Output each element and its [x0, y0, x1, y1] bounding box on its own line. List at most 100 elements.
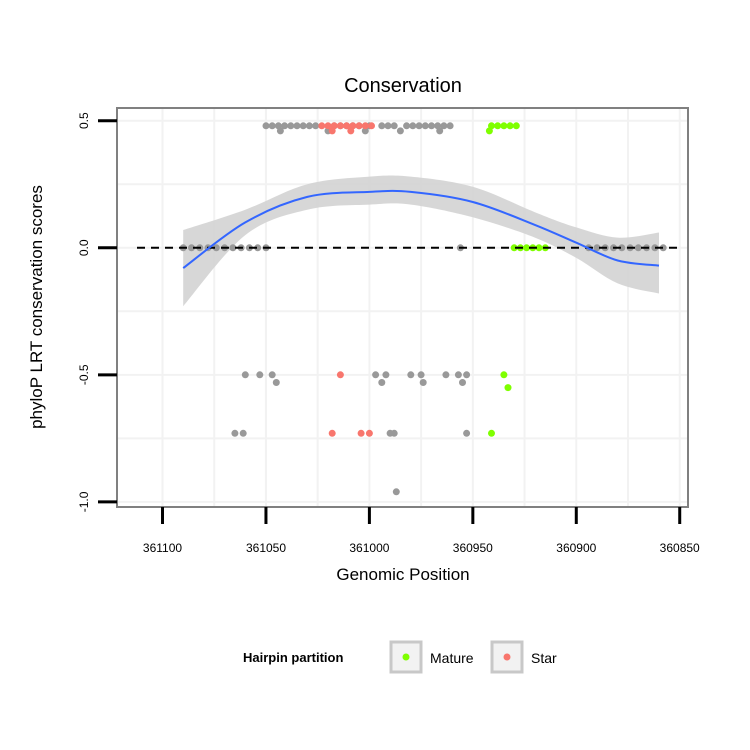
data-point-other — [361, 127, 369, 135]
x-tick-label: 361000 — [349, 541, 389, 555]
y-axis-label: phyloP LRT conservation scores — [27, 185, 46, 429]
data-point-other — [262, 122, 270, 130]
data-point-mature — [510, 244, 518, 252]
data-point-other — [446, 122, 454, 130]
y-tick-label: 0.0 — [77, 239, 91, 256]
data-point-star — [324, 122, 332, 130]
data-point-star — [318, 122, 326, 130]
data-point-other — [268, 371, 276, 379]
data-point-star — [365, 429, 373, 437]
data-point-other — [272, 379, 280, 386]
data-points — [179, 122, 667, 496]
data-point-mature — [488, 429, 495, 437]
data-point-star — [328, 429, 336, 437]
plot-panel — [116, 107, 689, 508]
data-point-other — [403, 122, 411, 130]
grid-lines — [117, 108, 688, 507]
data-point-mature — [512, 122, 520, 130]
data-point-other — [421, 122, 429, 130]
data-point-other — [378, 379, 386, 386]
data-point-other — [409, 122, 417, 130]
data-point-other — [384, 122, 392, 130]
legend-dot-star — [503, 653, 511, 661]
data-point-other — [440, 122, 448, 130]
data-point-mature — [535, 244, 543, 252]
data-point-mature — [500, 122, 508, 130]
x-tick-label: 361100 — [143, 541, 182, 555]
data-point-other — [396, 127, 404, 135]
data-point-mature — [504, 384, 512, 392]
data-point-other — [378, 122, 386, 130]
data-point-other — [212, 244, 220, 252]
data-point-mature — [485, 127, 493, 135]
data-point-other — [239, 429, 247, 437]
data-point-other — [593, 244, 601, 252]
data-point-other — [415, 122, 423, 130]
legend-item-mature: Mature — [389, 640, 474, 674]
data-point-other — [188, 244, 195, 252]
data-point-other — [281, 122, 289, 130]
data-point-other — [305, 122, 313, 130]
data-point-star — [336, 371, 344, 379]
data-point-other — [463, 429, 471, 437]
x-tick-label: 360950 — [453, 541, 493, 555]
data-point-other — [229, 244, 237, 252]
x-tick-label: 360900 — [556, 541, 596, 555]
data-point-mature — [494, 122, 502, 130]
data-point-other — [463, 371, 471, 379]
legend-item-star: Star — [490, 640, 557, 674]
y-tick-label: -1.0 — [77, 491, 91, 512]
data-point-other — [254, 244, 262, 252]
data-point-other — [634, 244, 642, 252]
data-point-other — [287, 122, 295, 130]
data-point-star — [343, 122, 351, 130]
data-point-other — [293, 122, 301, 130]
data-point-mature — [523, 244, 531, 252]
legend-dot-mature — [402, 653, 410, 661]
x-tick-label: 360850 — [660, 541, 700, 555]
x-axis: 361100 361050 361000 360950 360900 360850 — [143, 507, 700, 555]
data-point-other — [454, 371, 462, 379]
data-point-other — [392, 488, 400, 496]
legend-label-mature: Mature — [430, 650, 474, 666]
data-point-other — [417, 371, 425, 379]
data-point-other — [382, 371, 390, 379]
x-tick-label: 361050 — [246, 541, 286, 555]
y-axis: 0.5 0.0 -0.5 -1.0 — [77, 112, 117, 512]
data-point-other — [312, 122, 320, 130]
data-point-other — [659, 244, 667, 252]
data-point-other — [618, 244, 626, 252]
data-point-other — [268, 122, 276, 130]
data-point-other — [407, 371, 415, 379]
legend-title: Hairpin partition — [243, 650, 343, 665]
data-point-other — [428, 122, 435, 130]
data-point-other — [276, 127, 284, 135]
data-point-star — [368, 122, 375, 130]
data-point-other — [231, 429, 239, 437]
data-point-star — [355, 122, 363, 130]
data-point-other — [419, 379, 427, 386]
data-point-other — [390, 429, 398, 437]
data-point-star — [336, 122, 344, 130]
legend-label-star: Star — [531, 650, 557, 666]
data-point-star — [328, 127, 336, 135]
data-point-other — [256, 371, 264, 379]
chart-title: Conservation — [344, 75, 462, 97]
confidence-band — [183, 175, 659, 307]
data-point-star — [347, 127, 355, 135]
data-point-star — [357, 429, 365, 437]
data-point-mature — [500, 371, 508, 379]
legend: Hairpin partition Mature Star — [243, 640, 557, 674]
data-point-mature — [506, 122, 514, 130]
data-point-other — [241, 371, 249, 379]
y-tick-label: 0.5 — [77, 112, 91, 129]
y-tick-label: -0.5 — [77, 364, 91, 385]
data-point-other — [299, 122, 307, 130]
data-point-other — [372, 371, 380, 379]
data-point-other — [390, 122, 398, 130]
x-axis-label: Genomic Position — [336, 565, 469, 584]
data-point-other — [651, 244, 659, 252]
data-point-other — [436, 127, 444, 135]
data-point-other — [459, 379, 466, 386]
